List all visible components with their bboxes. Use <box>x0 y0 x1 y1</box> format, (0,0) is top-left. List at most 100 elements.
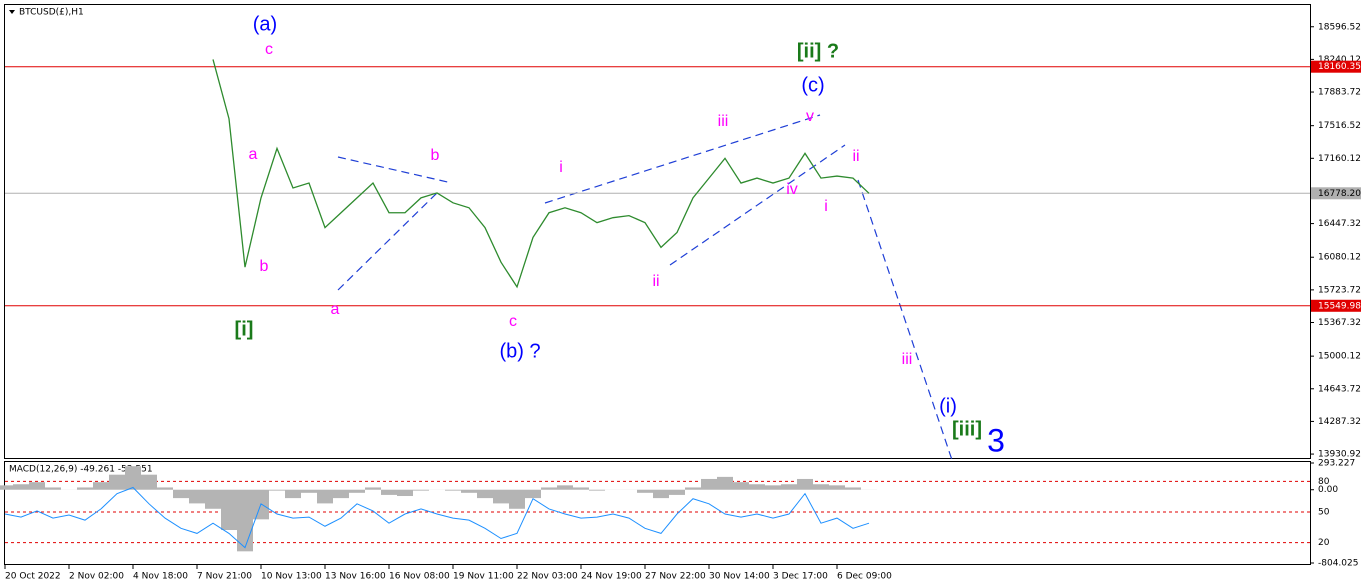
trend-lines <box>337 114 953 461</box>
x-tick-label: 24 Nov 19:00 <box>581 572 642 582</box>
histogram-bar <box>669 489 685 495</box>
histogram-bar <box>797 478 813 490</box>
histogram-bar <box>461 489 477 493</box>
histogram-bar <box>589 489 605 491</box>
histogram-bar <box>0 485 13 490</box>
wave-label: c <box>509 313 517 330</box>
histogram-bar <box>317 489 333 504</box>
histogram-bar <box>573 487 589 490</box>
x-tick-label: 13 Nov 16:00 <box>325 572 386 582</box>
histogram-bar <box>13 484 29 490</box>
y-tick-label: 16447.32 <box>1318 219 1361 229</box>
histogram-bar <box>301 489 317 493</box>
histogram-bar <box>125 466 141 490</box>
histogram-bar <box>813 484 829 490</box>
histogram-bar <box>45 487 61 490</box>
histogram-bar <box>829 485 845 490</box>
histogram-bar <box>717 476 733 490</box>
x-tick-label: 20 Oct 2022 <box>5 572 61 582</box>
histogram-bar <box>173 489 189 499</box>
histogram-bar <box>285 489 301 499</box>
histogram-bar <box>93 482 109 490</box>
histogram-bar <box>733 482 749 490</box>
histogram-bar <box>541 487 557 490</box>
y-tick-label: 17516.52 <box>1318 121 1361 131</box>
histogram-bar <box>381 489 397 495</box>
y-tick-label: 14287.32 <box>1318 417 1361 427</box>
y2-tick-label: 80 <box>1318 477 1330 487</box>
histogram-bar <box>509 489 525 509</box>
histogram-bar <box>413 489 429 491</box>
y-tick-label: 17160.12 <box>1318 154 1361 164</box>
wave-label: (b) ? <box>499 340 540 362</box>
x-tick-label: 6 Dec 09:00 <box>837 572 892 582</box>
level-label: 18160.35 <box>1318 62 1361 72</box>
price-frame <box>4 4 1311 459</box>
macd-frame <box>4 461 1311 565</box>
y-tick-label: 15000.12 <box>1318 352 1361 362</box>
histogram-bar <box>365 487 381 490</box>
y-tick-label: 13930.92 <box>1318 450 1361 460</box>
level-label: 15549.98 <box>1318 301 1361 311</box>
x-tick-label: 16 Nov 08:00 <box>389 572 450 582</box>
y2-tick-label: 50 <box>1318 507 1330 517</box>
x-tick-label: 27 Nov 22:00 <box>645 572 706 582</box>
y-tick-label: 15723.72 <box>1318 285 1361 295</box>
wave-label: v <box>806 108 814 125</box>
wave-label: [iii] <box>952 418 982 440</box>
wave-label: iii <box>718 113 729 130</box>
wave-label: [ii] ? <box>797 40 839 62</box>
histogram-bar <box>157 487 173 490</box>
wave-label: [i] <box>235 318 254 340</box>
histogram-bar <box>765 485 781 490</box>
histogram-bar <box>77 487 93 490</box>
price-line <box>212 59 870 289</box>
y-tick-label: 0.00 <box>1318 485 1338 495</box>
histogram-bar <box>477 489 493 499</box>
histogram-bar <box>29 482 45 490</box>
y-tick-label: 293.227 <box>1318 459 1355 469</box>
wave-label: ii <box>652 273 659 290</box>
histogram-bar <box>653 489 669 499</box>
current-price-box <box>1311 187 1361 200</box>
y-tick-label: 14643.72 <box>1318 384 1361 394</box>
x-tick-label: 3 Dec 17:00 <box>773 572 828 582</box>
histogram-bar <box>637 489 653 493</box>
x-tick-label: 7 Nov 21:00 <box>197 572 252 582</box>
y-tick-label: 18240.12 <box>1318 55 1361 65</box>
y2-tick-label: 20 <box>1318 538 1330 548</box>
wave-label: iv <box>786 181 798 198</box>
histogram-bar <box>749 484 765 490</box>
histogram-bar <box>333 489 349 499</box>
histogram-bar <box>557 485 573 490</box>
x-tick-label: 22 Nov 03:00 <box>517 572 578 582</box>
histogram-bar <box>445 489 461 491</box>
chart-title: BTCUSD(£),H1 <box>19 8 84 18</box>
menu-arrow[interactable] <box>9 10 15 14</box>
y-tick-label: 15367.32 <box>1318 318 1361 328</box>
wave-label: (i) <box>939 395 957 417</box>
histogram-bar <box>109 474 125 490</box>
histogram-bar <box>349 489 365 493</box>
wave-label: (c) <box>801 74 824 96</box>
histogram-bar <box>781 484 797 490</box>
histogram-bar <box>221 489 237 531</box>
histogram-bar <box>269 489 285 491</box>
y-tick-label: 17883.72 <box>1318 88 1361 98</box>
histogram-bar <box>205 489 221 509</box>
wave-label: ii <box>852 148 859 165</box>
y-tick-label: 16080.12 <box>1318 253 1361 263</box>
histogram-bar <box>397 489 413 497</box>
x-tick-label: 30 Nov 14:00 <box>709 572 770 582</box>
oscillator-line <box>4 486 870 549</box>
wave-label: i <box>559 159 563 176</box>
x-tick-label: 4 Nov 18:00 <box>133 572 188 582</box>
wave-label: a <box>249 146 258 163</box>
y-tick-label: 18596.52 <box>1318 22 1361 32</box>
wave-label: (a) <box>253 13 277 35</box>
histogram-bar <box>493 489 509 504</box>
histogram-bar <box>141 474 157 490</box>
x-tick-label: 10 Nov 13:00 <box>261 572 322 582</box>
level-box <box>1311 60 1361 73</box>
